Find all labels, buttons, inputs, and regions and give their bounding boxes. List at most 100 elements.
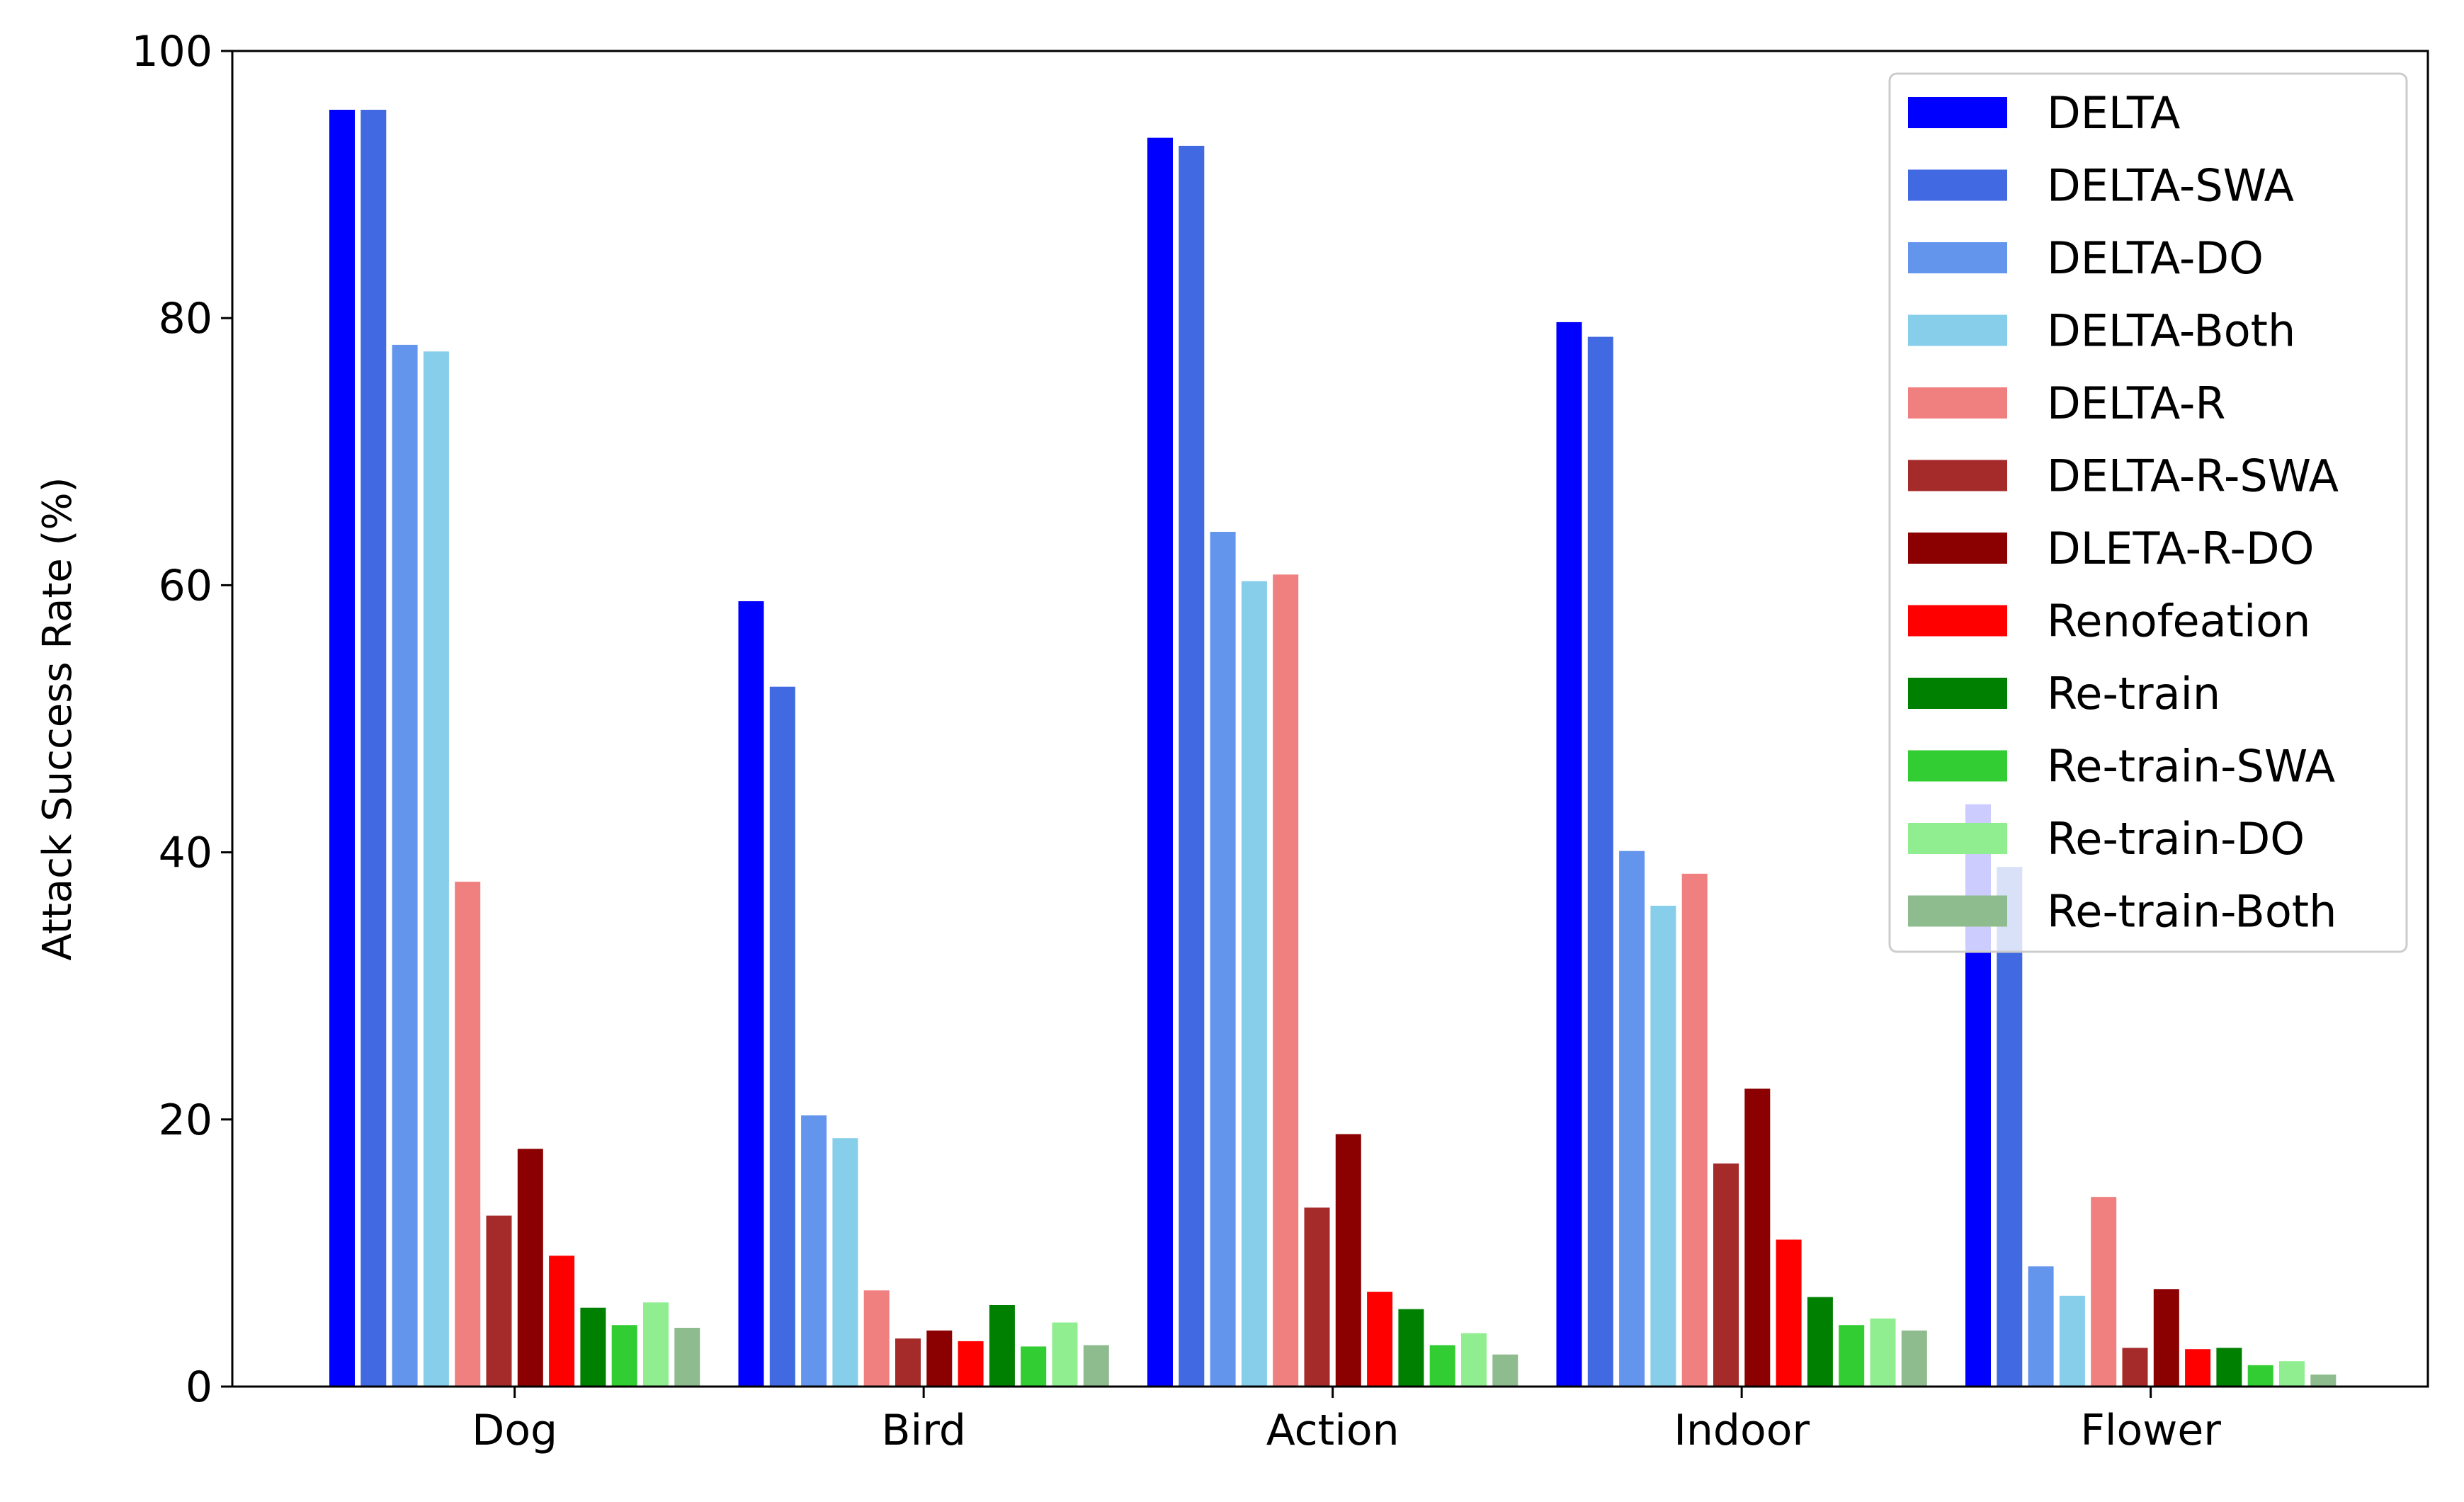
x-tick-label-dog: Dog	[472, 1406, 557, 1455]
bar-flower-delta-r	[2091, 1197, 2117, 1387]
legend-entry-re-train-do: Re-train-DO	[2047, 813, 2305, 865]
bar-action-re-train-do	[1461, 1333, 1487, 1387]
bar-indoor-re-train-do	[1870, 1318, 1896, 1387]
bar-bird-delta-both	[832, 1138, 858, 1387]
legend: DELTA DELTA-SWA DELTA-DO DELTA-Both DELTA-R D…	[1888, 72, 2408, 953]
bar-bird-delta	[738, 601, 764, 1387]
bar-bird-re-train-do	[1052, 1322, 1078, 1387]
bar-dog-delta-r	[455, 882, 481, 1387]
bar-indoor-renofeation	[1776, 1239, 1802, 1387]
y-tick-label: 0	[186, 1362, 212, 1412]
legend-entry-re-train-swa: Re-train-SWA	[2047, 741, 2335, 792]
bar-action-re-train	[1398, 1309, 1424, 1387]
bar-action-re-train-swa	[1429, 1345, 1455, 1387]
bar-dog-re-train-do	[643, 1302, 669, 1387]
bar-bird-delta-r	[863, 1290, 890, 1387]
legend-entry-delta-do: DELTA-DO	[2047, 232, 2264, 284]
bar-dog-delta-both	[423, 351, 449, 1387]
bar-flower-re-train-both	[2310, 1375, 2337, 1387]
bar-dog-re-train-swa	[611, 1325, 637, 1387]
bar-bird-delta-swa	[769, 686, 795, 1387]
legend-entry-delta-swa: DELTA-SWA	[2047, 160, 2294, 212]
plot-frame	[231, 50, 2429, 1388]
legend-entry-delta-r: DELTA-R	[2047, 377, 2225, 429]
bar-bird-re-train	[989, 1305, 1015, 1387]
legend-swatch	[1908, 678, 2007, 709]
bars	[329, 110, 2337, 1387]
y-axis-label: Attack Success Rate (%)	[35, 477, 81, 961]
bar-action-delta	[1147, 137, 1173, 1387]
bar-flower-delta-swa	[1997, 867, 2023, 1387]
bar-flower-renofeation	[2185, 1349, 2211, 1387]
bar-dog-delta-r-swa	[486, 1215, 512, 1387]
bar-dog-re-train	[580, 1307, 606, 1387]
bar-bird-delta-do	[801, 1115, 827, 1387]
legend-entry-dleta-r-do: DLETA-R-DO	[2047, 523, 2314, 574]
y-tick-label: 100	[131, 27, 212, 76]
legend-swatch	[1908, 895, 2007, 927]
bar-flower-re-train	[2216, 1348, 2242, 1387]
bar-action-re-train-both	[1492, 1354, 1518, 1387]
legend-swatch	[1908, 169, 2007, 201]
legend-entry-re-train: Re-train	[2047, 668, 2220, 719]
bar-action-delta-r	[1273, 574, 1299, 1387]
bar-flower-re-train-swa	[2247, 1365, 2273, 1387]
bar-indoor-re-train	[1807, 1297, 1833, 1387]
bar-dog-delta-swa	[360, 110, 387, 1387]
bar-action-renofeation	[1367, 1292, 1393, 1387]
bar-action-dleta-r-do	[1335, 1134, 1361, 1387]
legend-swatch	[1908, 533, 2007, 564]
bar-flower-delta-r-swa	[2122, 1348, 2148, 1387]
bar-indoor-delta-r-swa	[1713, 1164, 1739, 1387]
bar-bird-re-train-both	[1083, 1345, 1109, 1387]
bar-bird-renofeation	[958, 1341, 984, 1387]
bar-bird-delta-r-swa	[895, 1338, 921, 1387]
bar-indoor-delta	[1556, 322, 1582, 1387]
legend-entry-re-train-both: Re-train-Both	[2047, 886, 2337, 938]
bar-indoor-re-train-both	[1901, 1330, 1927, 1387]
bar-action-delta-both	[1241, 581, 1267, 1387]
x-tick-label-indoor: Indoor	[1674, 1406, 1810, 1455]
bar-dog-re-train-both	[674, 1328, 700, 1387]
legend-swatch	[1908, 314, 2007, 346]
legend-swatch	[1908, 605, 2007, 637]
legend-entry-renofeation: Renofeation	[2047, 596, 2310, 647]
legend-entry-delta-r-swa: DELTA-R-SWA	[2047, 450, 2339, 502]
legend-swatch	[1908, 460, 2007, 491]
legend-entry-delta-both: DELTA-Both	[2047, 305, 2295, 357]
bar-flower-dleta-r-do	[2153, 1289, 2179, 1387]
bar-indoor-delta-both	[1650, 906, 1676, 1387]
y-tick-label: 80	[159, 294, 212, 343]
bar-indoor-delta-swa	[1587, 336, 1613, 1387]
y-tick-label: 60	[159, 561, 212, 610]
legend-box	[1888, 72, 2408, 953]
bar-indoor-delta-r	[1681, 873, 1708, 1387]
bar-dog-dleta-r-do	[517, 1149, 543, 1387]
legend-entry-delta: DELTA	[2047, 87, 2180, 139]
bar-flower-delta-do	[2028, 1266, 2054, 1387]
bar-indoor-re-train-swa	[1839, 1325, 1865, 1387]
x-tick-label-bird: Bird	[881, 1406, 966, 1455]
bar-indoor-dleta-r-do	[1744, 1088, 1771, 1387]
legend-swatch	[1908, 750, 2007, 782]
bar-flower-delta-both	[2059, 1295, 2085, 1387]
y-tick-label: 40	[159, 829, 212, 878]
y-tick-label: 20	[159, 1096, 212, 1145]
x-tick-label-action: Action	[1266, 1406, 1400, 1455]
legend-swatch	[1908, 242, 2007, 273]
bar-flower-re-train-do	[2279, 1361, 2305, 1387]
legend-swatch	[1908, 823, 2007, 854]
bar-dog-renofeation	[549, 1256, 575, 1387]
legend-swatch	[1908, 97, 2007, 128]
axes: 0 20 40 60 80 100 Dog Bird Action Indoor Flower	[131, 27, 2429, 1455]
bar-action-delta-do	[1210, 532, 1236, 1387]
x-tick-label-flower: Flower	[2080, 1406, 2221, 1455]
bar-bird-dleta-r-do	[926, 1330, 953, 1387]
bar-indoor-delta-do	[1619, 850, 1645, 1387]
bar-action-delta-swa	[1179, 145, 1205, 1387]
bar-bird-re-train-swa	[1021, 1346, 1047, 1387]
bar-dog-delta-do	[392, 344, 418, 1387]
bar-dog-delta	[329, 110, 355, 1387]
bar-action-delta-r-swa	[1304, 1207, 1330, 1387]
